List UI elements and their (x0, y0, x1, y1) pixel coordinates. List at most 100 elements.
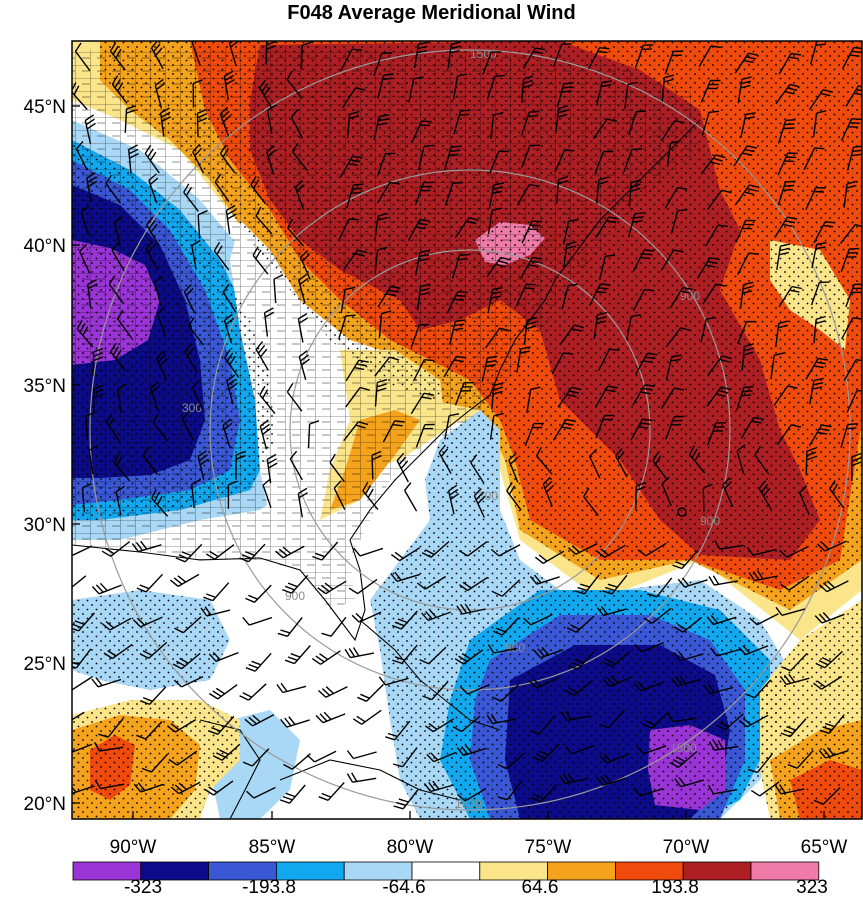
wind-barb (94, 779, 125, 790)
wind-barb (602, 650, 631, 668)
wind-barb (749, 613, 779, 626)
wind-barb (777, 180, 796, 206)
wind-barb (111, 242, 125, 272)
wind-barb (151, 489, 169, 517)
wind-barb (491, 382, 504, 410)
wind-barb (596, 176, 609, 204)
wind-barb (595, 414, 615, 439)
map-plot-area: 1500 900 300 900 900 1500 300 900 1500 (72, 41, 862, 819)
wind-barb (592, 118, 618, 140)
wind-barb (390, 571, 421, 582)
wind-barb (741, 343, 755, 371)
wind-barb (224, 349, 240, 378)
wind-barb (447, 41, 461, 69)
wind-barb (76, 319, 94, 348)
wind-barb (443, 355, 467, 378)
lat-label-40n: 40°N (24, 236, 66, 257)
wind-barb (846, 389, 862, 413)
wind-barb (574, 574, 600, 595)
colorbar-label: -193.8 (242, 877, 296, 898)
wind-barb (212, 743, 241, 761)
wind-barb (396, 452, 409, 483)
wind-barb (204, 780, 234, 796)
wind-barb (531, 783, 558, 803)
wind-barb (740, 112, 756, 139)
wind-barb (667, 712, 697, 723)
wind-barb (739, 281, 754, 309)
wind-barb (298, 273, 309, 304)
wind-barb (773, 385, 798, 406)
wind-barb (845, 283, 862, 308)
wind-barb (154, 78, 165, 109)
wind-barb (599, 254, 616, 280)
wind-barb (414, 249, 431, 277)
wind-barb (666, 140, 681, 168)
wind-barb (88, 444, 99, 475)
wind-barb (410, 323, 430, 348)
wind-barb (255, 341, 269, 371)
wind-barb (819, 714, 845, 734)
wind-barb (486, 74, 505, 100)
wind-barb (173, 675, 204, 688)
wind-barb (449, 319, 466, 345)
wind-barb (168, 750, 198, 766)
wind-barb (242, 748, 270, 767)
wind-barb (424, 718, 454, 733)
wind-barb (733, 145, 758, 167)
wind-barb (747, 753, 774, 774)
wind-barb (115, 485, 125, 516)
wind-barb (738, 645, 769, 656)
stipple-atlantic (370, 410, 790, 819)
wind-barb (774, 784, 805, 795)
plot-frame (71, 40, 863, 820)
wind-barb (451, 253, 470, 279)
wind-barb (551, 352, 574, 375)
wind-barb (208, 715, 235, 735)
wind-barb (736, 444, 746, 475)
wind-barb (393, 789, 419, 810)
wind-barb (481, 355, 498, 382)
wind-barb (515, 283, 537, 307)
wind-barb (223, 70, 235, 101)
wind-barb (85, 411, 96, 441)
wind-barb (191, 380, 204, 410)
wind-barb (340, 286, 356, 314)
lat-label-45n: 45°N (24, 97, 66, 118)
ring-label: 1500 (470, 47, 497, 61)
wind-barb (266, 453, 278, 484)
wind-barb (813, 221, 836, 244)
wind-barb (294, 180, 305, 211)
wind-barb (812, 110, 827, 137)
wind-barb (136, 573, 164, 593)
wind-barb (222, 283, 237, 313)
wind-barb (456, 744, 487, 757)
wind-barb (423, 780, 454, 793)
wind-barb (781, 652, 808, 672)
wind-barb (562, 218, 579, 245)
wind-barb (166, 719, 197, 733)
wind-barb (80, 205, 90, 236)
wind-barb (192, 143, 205, 174)
wind-barb (133, 782, 164, 793)
wind-barb (486, 713, 517, 725)
wind-barb (152, 413, 169, 442)
ring-label: 900 (700, 514, 720, 528)
wind-barb (172, 652, 201, 670)
wind-barb (636, 745, 667, 755)
lon-label-85w: 85°W (249, 837, 296, 858)
wind-barb (362, 481, 379, 510)
wind-barb (390, 547, 421, 562)
wind-barb (227, 480, 238, 509)
wind-barb (377, 73, 394, 99)
wind-barb (737, 320, 757, 345)
wind-barb (637, 542, 667, 557)
wind-barb (246, 786, 276, 799)
wind-barb (91, 677, 122, 688)
wind-barb (373, 114, 390, 141)
wind-barb (385, 720, 411, 741)
wind-barb (348, 578, 378, 595)
wind-barb (81, 482, 92, 512)
wind-barb (239, 543, 266, 563)
wind-barb (664, 50, 684, 75)
